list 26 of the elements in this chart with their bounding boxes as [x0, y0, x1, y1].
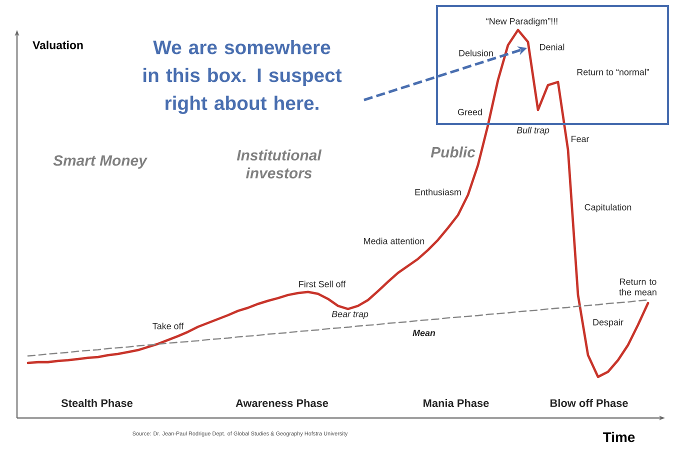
annotation: Enthusiasm: [415, 188, 461, 196]
annotation: Denial: [540, 44, 564, 50]
annotation: Capitulation: [584, 204, 632, 212]
annotation: Bear trap: [332, 310, 368, 320]
annotation: Media attention: [364, 238, 424, 244]
y-axis-title: Valuation: [32, 40, 83, 50]
annotation: Greed: [458, 108, 482, 116]
annotation: We are somewhere in this box. I suspect right about here.: [144, 40, 342, 114]
annotation: Awareness Phase: [236, 398, 328, 408]
text: “New Paradigm”!!!: [486, 18, 558, 26]
x-axis-title: Time: [603, 432, 635, 442]
annotation: Fear: [572, 136, 590, 142]
annotation: Despair: [593, 318, 624, 328]
annotation: Return to the mean: [619, 278, 656, 296]
annotation: Public: [430, 146, 476, 158]
annotation: Blow off Phase: [550, 398, 628, 408]
annotation: Delusion: [459, 50, 493, 56]
annotation: Institutional investors: [236, 150, 322, 178]
annotation: Smart Money: [53, 155, 148, 169]
annotation: Stealth Phase: [61, 398, 133, 408]
annotation: Mania Phase: [424, 398, 489, 408]
annotation: First Sell off: [299, 280, 346, 288]
annotation: Bull trap: [516, 126, 550, 136]
series-label: Mean: [412, 330, 436, 336]
annotation: Return to “normal”: [577, 68, 650, 76]
annotation: Take off: [152, 322, 184, 330]
